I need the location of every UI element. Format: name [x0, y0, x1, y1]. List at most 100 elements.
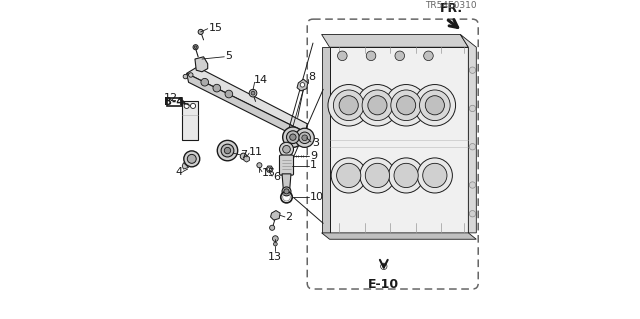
Circle shape	[189, 73, 193, 77]
Circle shape	[213, 84, 221, 92]
Circle shape	[221, 144, 234, 157]
Text: 11: 11	[249, 147, 263, 157]
Circle shape	[381, 263, 387, 270]
Circle shape	[283, 145, 291, 153]
Circle shape	[290, 134, 296, 140]
Circle shape	[195, 46, 197, 48]
Circle shape	[365, 163, 390, 188]
FancyBboxPatch shape	[280, 155, 294, 175]
Text: TR54E0310: TR54E0310	[425, 1, 476, 10]
Circle shape	[337, 51, 347, 61]
Circle shape	[360, 158, 395, 193]
Circle shape	[391, 90, 422, 121]
Circle shape	[295, 128, 314, 147]
Circle shape	[201, 78, 209, 86]
Circle shape	[191, 103, 196, 108]
FancyBboxPatch shape	[167, 98, 182, 106]
Text: 8: 8	[308, 72, 316, 82]
Circle shape	[273, 242, 277, 246]
Circle shape	[362, 90, 393, 121]
Polygon shape	[321, 47, 330, 233]
Circle shape	[269, 225, 275, 230]
Circle shape	[188, 154, 196, 163]
Text: 6: 6	[273, 172, 280, 182]
Circle shape	[273, 236, 278, 241]
Circle shape	[356, 85, 398, 126]
Circle shape	[339, 96, 358, 115]
Text: 15: 15	[209, 23, 222, 33]
Text: FR.: FR.	[440, 2, 463, 15]
Circle shape	[424, 51, 433, 61]
Circle shape	[300, 83, 305, 87]
Circle shape	[397, 96, 416, 115]
Polygon shape	[321, 233, 476, 239]
Circle shape	[302, 135, 308, 141]
Circle shape	[366, 51, 376, 61]
Text: 15: 15	[262, 168, 276, 178]
Circle shape	[420, 90, 450, 121]
Circle shape	[280, 142, 294, 156]
Circle shape	[328, 85, 369, 126]
Polygon shape	[187, 73, 307, 142]
Circle shape	[425, 96, 444, 115]
Circle shape	[337, 163, 361, 188]
Text: 12: 12	[164, 93, 178, 103]
Circle shape	[283, 127, 303, 147]
Text: 5: 5	[225, 51, 232, 61]
Text: 4: 4	[175, 167, 182, 177]
Text: 13: 13	[268, 252, 282, 262]
Polygon shape	[460, 34, 476, 233]
Circle shape	[218, 140, 237, 161]
Circle shape	[257, 163, 262, 168]
FancyBboxPatch shape	[182, 101, 198, 140]
Circle shape	[183, 74, 188, 79]
Circle shape	[198, 29, 204, 34]
Circle shape	[385, 85, 427, 126]
Polygon shape	[321, 34, 468, 47]
Circle shape	[240, 153, 246, 160]
Circle shape	[469, 105, 476, 112]
Polygon shape	[218, 146, 233, 158]
Circle shape	[333, 90, 364, 121]
Circle shape	[469, 182, 476, 188]
Circle shape	[417, 158, 452, 193]
Circle shape	[282, 187, 291, 196]
Circle shape	[331, 158, 366, 193]
Text: 9: 9	[310, 151, 317, 161]
Circle shape	[193, 45, 198, 50]
Polygon shape	[282, 174, 291, 190]
Circle shape	[224, 147, 230, 154]
Text: 14: 14	[253, 75, 268, 85]
Polygon shape	[271, 211, 280, 220]
Circle shape	[414, 85, 456, 126]
Text: 2: 2	[285, 212, 292, 222]
Text: 1: 1	[310, 160, 317, 170]
Polygon shape	[187, 67, 307, 132]
Circle shape	[368, 96, 387, 115]
Text: 10: 10	[310, 191, 324, 202]
Circle shape	[184, 103, 189, 108]
Circle shape	[422, 163, 447, 188]
Circle shape	[299, 132, 310, 144]
Text: E-10: E-10	[368, 278, 399, 291]
Polygon shape	[297, 79, 308, 91]
Circle shape	[469, 211, 476, 217]
Circle shape	[388, 158, 424, 193]
Circle shape	[268, 167, 271, 171]
Text: B-4: B-4	[164, 97, 184, 107]
Circle shape	[469, 67, 476, 73]
Circle shape	[184, 151, 200, 167]
Polygon shape	[182, 163, 189, 169]
Polygon shape	[330, 47, 468, 233]
Circle shape	[395, 51, 404, 61]
Circle shape	[287, 131, 300, 144]
Polygon shape	[195, 57, 208, 72]
Text: 3: 3	[312, 138, 319, 148]
Circle shape	[469, 144, 476, 150]
Circle shape	[284, 189, 289, 194]
Circle shape	[225, 90, 233, 98]
Text: 7: 7	[240, 150, 248, 160]
Circle shape	[394, 163, 419, 188]
Circle shape	[251, 91, 255, 95]
Circle shape	[249, 89, 257, 97]
